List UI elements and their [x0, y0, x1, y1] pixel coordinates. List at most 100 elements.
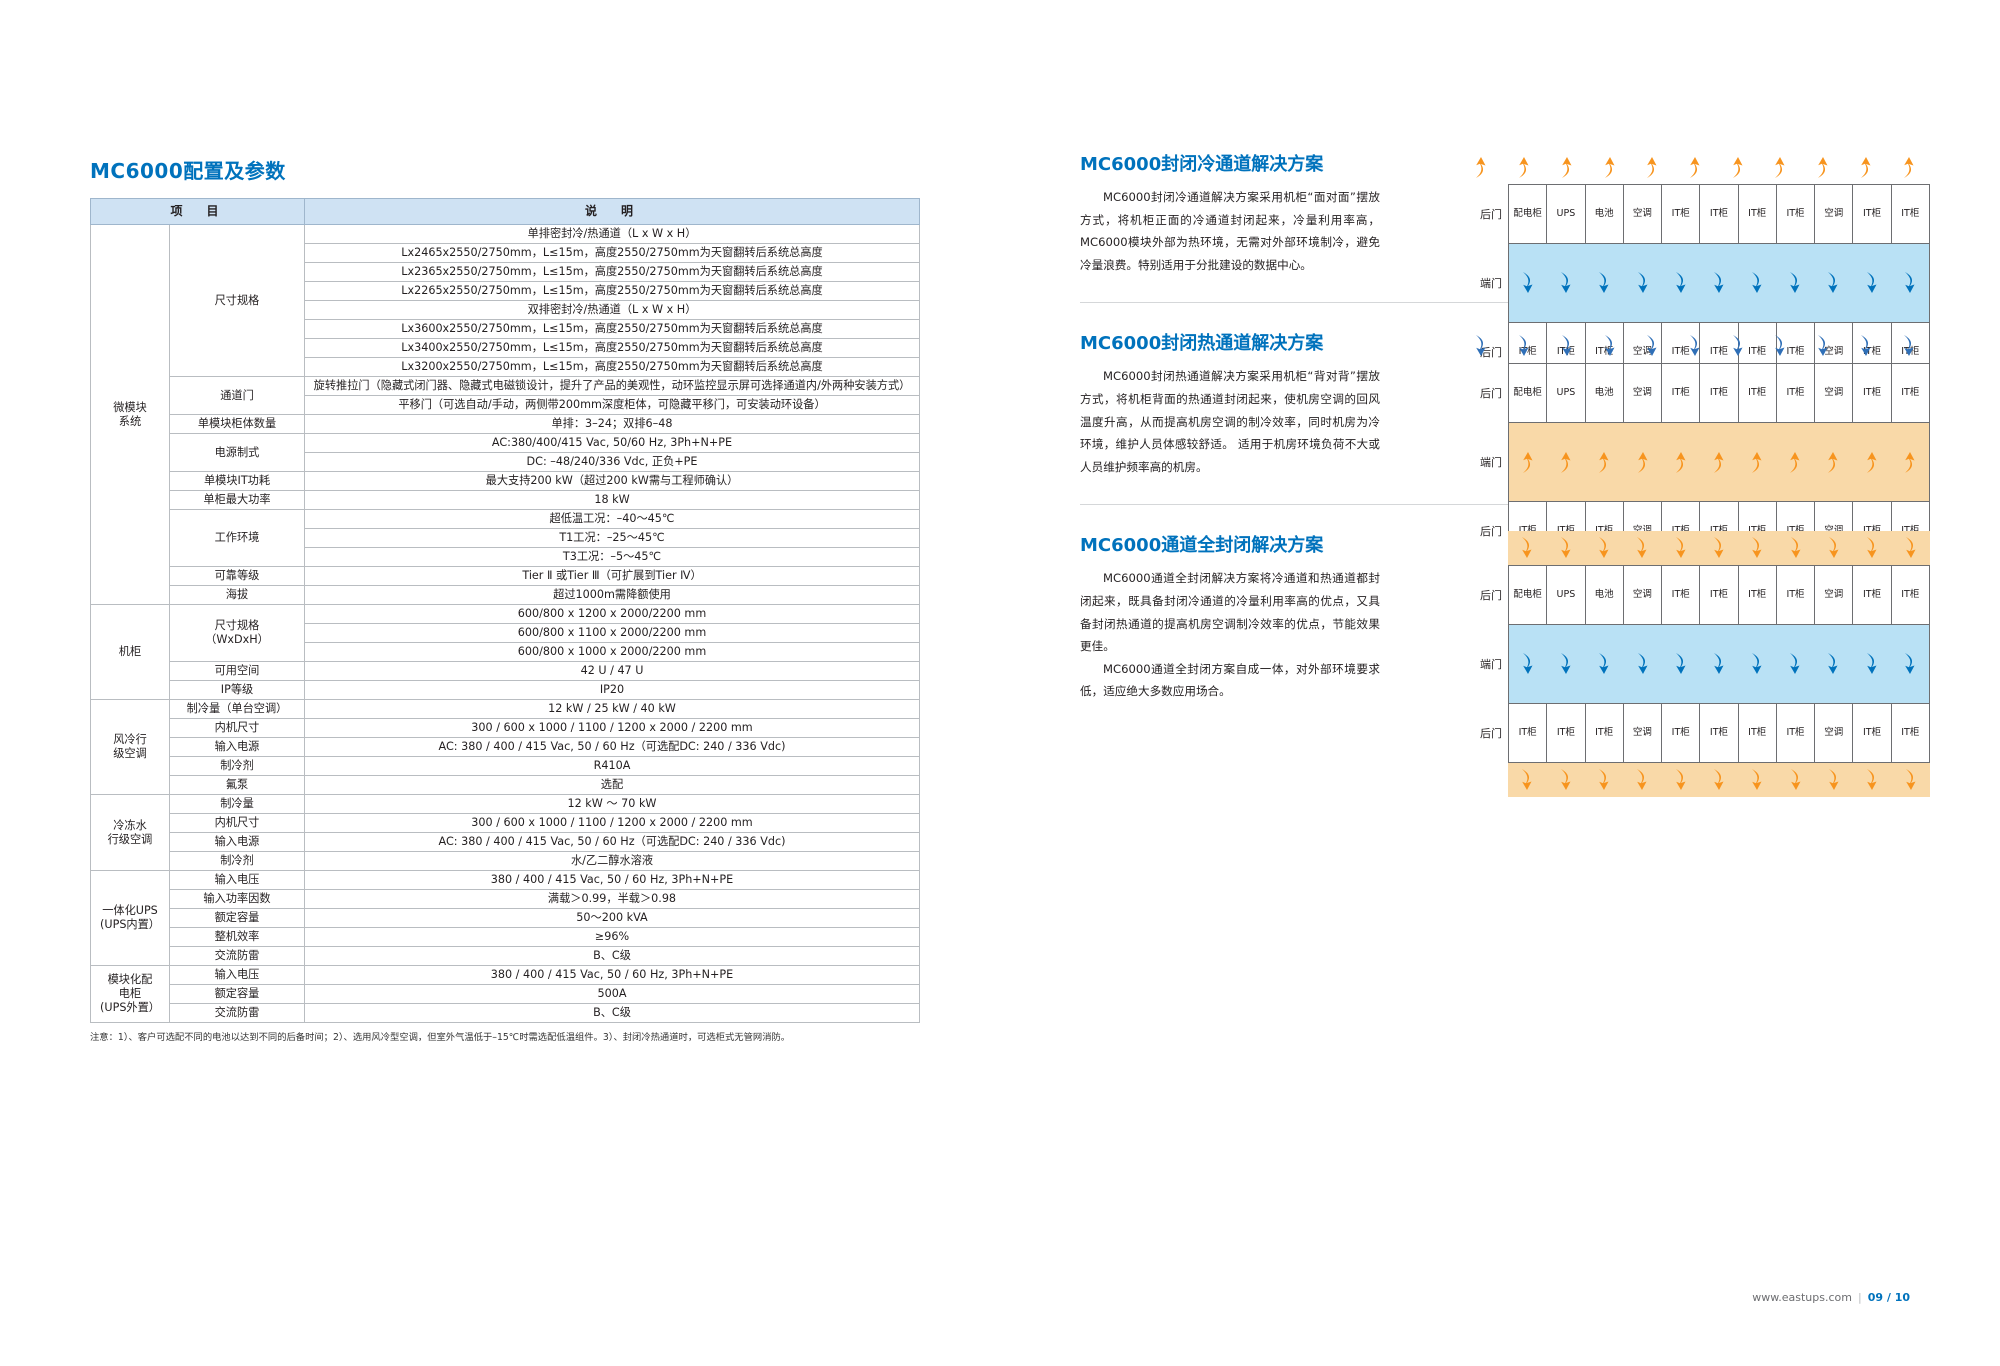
cabinet-cell: IT柜	[1901, 208, 1920, 220]
airflow-arrow-icon	[1637, 452, 1648, 474]
cabinet-cell: IT柜	[1509, 323, 1548, 381]
cabinet-cell: IT柜	[1586, 704, 1624, 763]
spec-value: 300 / 600 x 1000 / 1100 / 1200 x 2000 / …	[304, 813, 920, 833]
diagram-door-label: 后门	[1480, 387, 1502, 401]
cabinet-cell: IT柜	[1739, 704, 1777, 763]
spec-group-label: 风冷行 级空调	[90, 699, 170, 795]
airflow-arrow-icon	[1732, 157, 1743, 178]
airflow-arrow-icon	[1828, 653, 1838, 675]
airflow-arrow-icon	[1790, 537, 1801, 559]
spec-value: 18 kW	[304, 490, 920, 510]
table-row: 单柜最大功率 18 kW	[91, 490, 920, 510]
airflow-arrow-icon	[1675, 537, 1686, 559]
spec-value: T1工况：–25～45℃	[304, 528, 920, 548]
cabinet-cell: 空调	[1624, 364, 1663, 423]
spec-value: 双排密封冷/热通道（L x W x H）	[304, 300, 920, 320]
diagram-row: 后门 配电柜 UPS 电池 空调 IT柜 IT柜 IT柜 IT柜 空调 IT柜 IT柜	[1460, 184, 1930, 244]
cabinet-cell: 空调	[1815, 185, 1854, 243]
spec-value: 500A	[304, 984, 920, 1004]
spec-sub-label: 输入功率因数	[169, 889, 305, 909]
table-row: 机柜 尺寸规格 （WxDxH） 600/800 x 1200 x 2000/2200 …	[90, 604, 920, 700]
spec-value: 满载＞0.99，半载＞0.98	[304, 889, 920, 909]
section-divider	[1080, 504, 1920, 506]
table-note: 注意：1）、客户可选配不同的电池以达到不同的后备时间；2）、选用风冷型空调，但室…	[90, 1032, 791, 1043]
airflow-arrow-icon	[1476, 335, 1486, 357]
cabinet-row-top: 配电柜 UPS 电池 空调 IT柜 IT柜 IT柜 IT柜 空调 IT柜 IT柜	[1508, 565, 1930, 626]
spec-sub-label: 单模块IT功耗	[169, 471, 305, 491]
cabinet-cell: 空调	[1624, 185, 1663, 243]
cabinet-cell: IT柜	[1901, 727, 1920, 739]
spec-value: Lx3400x2550/2750mm，L≤15m，高度2550/2750mm为天…	[304, 338, 920, 358]
spec-group-label: 机柜	[90, 604, 170, 700]
spec-table: 项 目说 明微模块 系统 尺寸规格 单排密封冷/热通道（L x W x H） Lx246…	[90, 198, 920, 1023]
airflow-arrow-icon	[1599, 653, 1609, 675]
table-row: 交流防雷 B、C级	[91, 946, 920, 966]
spec-sub-label: 输入电压	[169, 965, 305, 985]
cabinet-cell: IT柜	[1777, 185, 1816, 243]
airflow-arrow-icon	[1561, 653, 1571, 675]
cabinet-cell: 空调	[1815, 704, 1854, 763]
table-row: 输入电源 AC: 380 / 400 / 415 Vac, 50 / 60 Hz（…	[91, 832, 920, 852]
cold-aisle	[1508, 625, 1930, 704]
spec-sub-label: 制冷剂	[169, 756, 305, 776]
table-row: IP等级 IP20	[91, 680, 920, 700]
airflow-arrow-icon	[1860, 335, 1871, 357]
airflow-arrow-icon	[1689, 335, 1700, 357]
hot-aisle	[1508, 423, 1930, 502]
spec-value: 600/800 x 1100 x 2000/2200 mm	[304, 623, 920, 643]
spec-sub-label: 额定容量	[169, 908, 305, 928]
cabinet-cell: 电池	[1586, 185, 1624, 243]
cabinet-cell: IT柜	[1892, 502, 1929, 560]
spec-value: 12 kW ～ 70 kW	[304, 794, 920, 814]
table-row: 可用空间 42 U / 47 U	[91, 661, 920, 681]
hot-band-top	[1508, 531, 1930, 566]
table-row: 通道门 旋转推拉门（隐藏式闭门器、隐藏式电磁锁设计，提升了产品的美观性，动环监控显…	[91, 376, 920, 415]
cabinet-cell: IT柜	[1700, 185, 1739, 243]
spec-sub-label: IP等级	[169, 680, 305, 700]
diagram-door-label: 后门	[1480, 525, 1502, 539]
table-row: 制冷剂 水/乙二醇水溶液	[91, 851, 920, 871]
airflow-arrow-icon	[1905, 537, 1916, 559]
spec-value: AC:380/400/415 Vac, 50/60 Hz, 3Ph+N+PE	[304, 433, 920, 453]
spec-value: R410A	[304, 756, 920, 776]
airflow-arrow-icon	[1752, 452, 1762, 474]
spec-value: 旋转推拉门（隐藏式闭门器、隐藏式电磁锁设计，提升了产品的美观性，动环监控显示屏可…	[304, 376, 920, 396]
airflow-arrow-icon	[1790, 769, 1801, 791]
solution-body: MC6000封闭冷通道解决方案采用机柜“面对面”摆放方式，将机柜正面的冷通道封闭…	[1080, 186, 1380, 276]
spec-value: 选配	[304, 775, 920, 795]
airflow-arrow-icon	[1637, 272, 1648, 293]
hot-band-bottom	[1508, 763, 1930, 798]
airflow-arrow-icon	[1523, 653, 1533, 675]
cabinet-cell: 电池	[1586, 566, 1624, 625]
spec-value: Lx3600x2550/2750mm，L≤15m，高度2550/2750mm为天…	[304, 319, 920, 339]
spec-sub-label: 通道门	[169, 376, 305, 415]
airflow-arrow-icon	[1818, 335, 1828, 357]
airflow-arrow-icon	[1647, 335, 1657, 357]
spec-value: 单排密封冷/热通道（L x W x H）	[304, 224, 920, 244]
airflow-arrow-icon	[1647, 157, 1657, 178]
spec-value: B、C级	[304, 1003, 920, 1023]
airflow-arrow-row	[1509, 450, 1929, 474]
spec-value: IP20	[304, 680, 920, 700]
cabinet-cell: IT柜	[1739, 185, 1777, 243]
diagram-door-label: 后门	[1480, 208, 1502, 221]
spec-sub-label: 交流防雷	[169, 946, 305, 966]
table-row: 电源制式 AC:380/400/415 Vac, 50/60 Hz, 3Ph+N+…	[91, 433, 920, 472]
spec-sub-label: 海拔	[169, 585, 305, 605]
airflow-arrow-row	[1509, 271, 1929, 295]
airflow-arrow-icon	[1519, 335, 1529, 357]
cabinet-cell: IT柜	[1700, 566, 1739, 625]
table-row: 氟泵 选配	[91, 775, 920, 795]
airflow-arrow-icon	[1523, 272, 1533, 293]
spec-value: Lx3200x2550/2750mm，L≤15m，高度2550/2750mm为天…	[304, 357, 920, 377]
diagram-row: 后门 配电柜 UPS 电池 空调 IT柜 IT柜 IT柜 IT柜 空调 IT柜 IT柜	[1460, 565, 1930, 626]
spec-value: 380 / 400 / 415 Vac, 50 / 60 Hz, 3Ph+N+P…	[304, 965, 920, 985]
airflow-arrow-icon	[1522, 769, 1532, 791]
spec-value: 42 U / 47 U	[304, 661, 920, 681]
solution-paragraph: MC6000封闭热通道解决方案采用机柜“背对背”摆放方式，将机柜背面的热通道封闭…	[1080, 369, 1380, 474]
spec-value: 超过1000m需降额使用	[304, 585, 920, 605]
airflow-arrow-icon	[1904, 272, 1915, 293]
spec-value: 12 kW / 25 kW / 40 kW	[304, 699, 920, 719]
table-row: 单模块柜体数量 单排：3–24；双排6–48	[91, 414, 920, 434]
